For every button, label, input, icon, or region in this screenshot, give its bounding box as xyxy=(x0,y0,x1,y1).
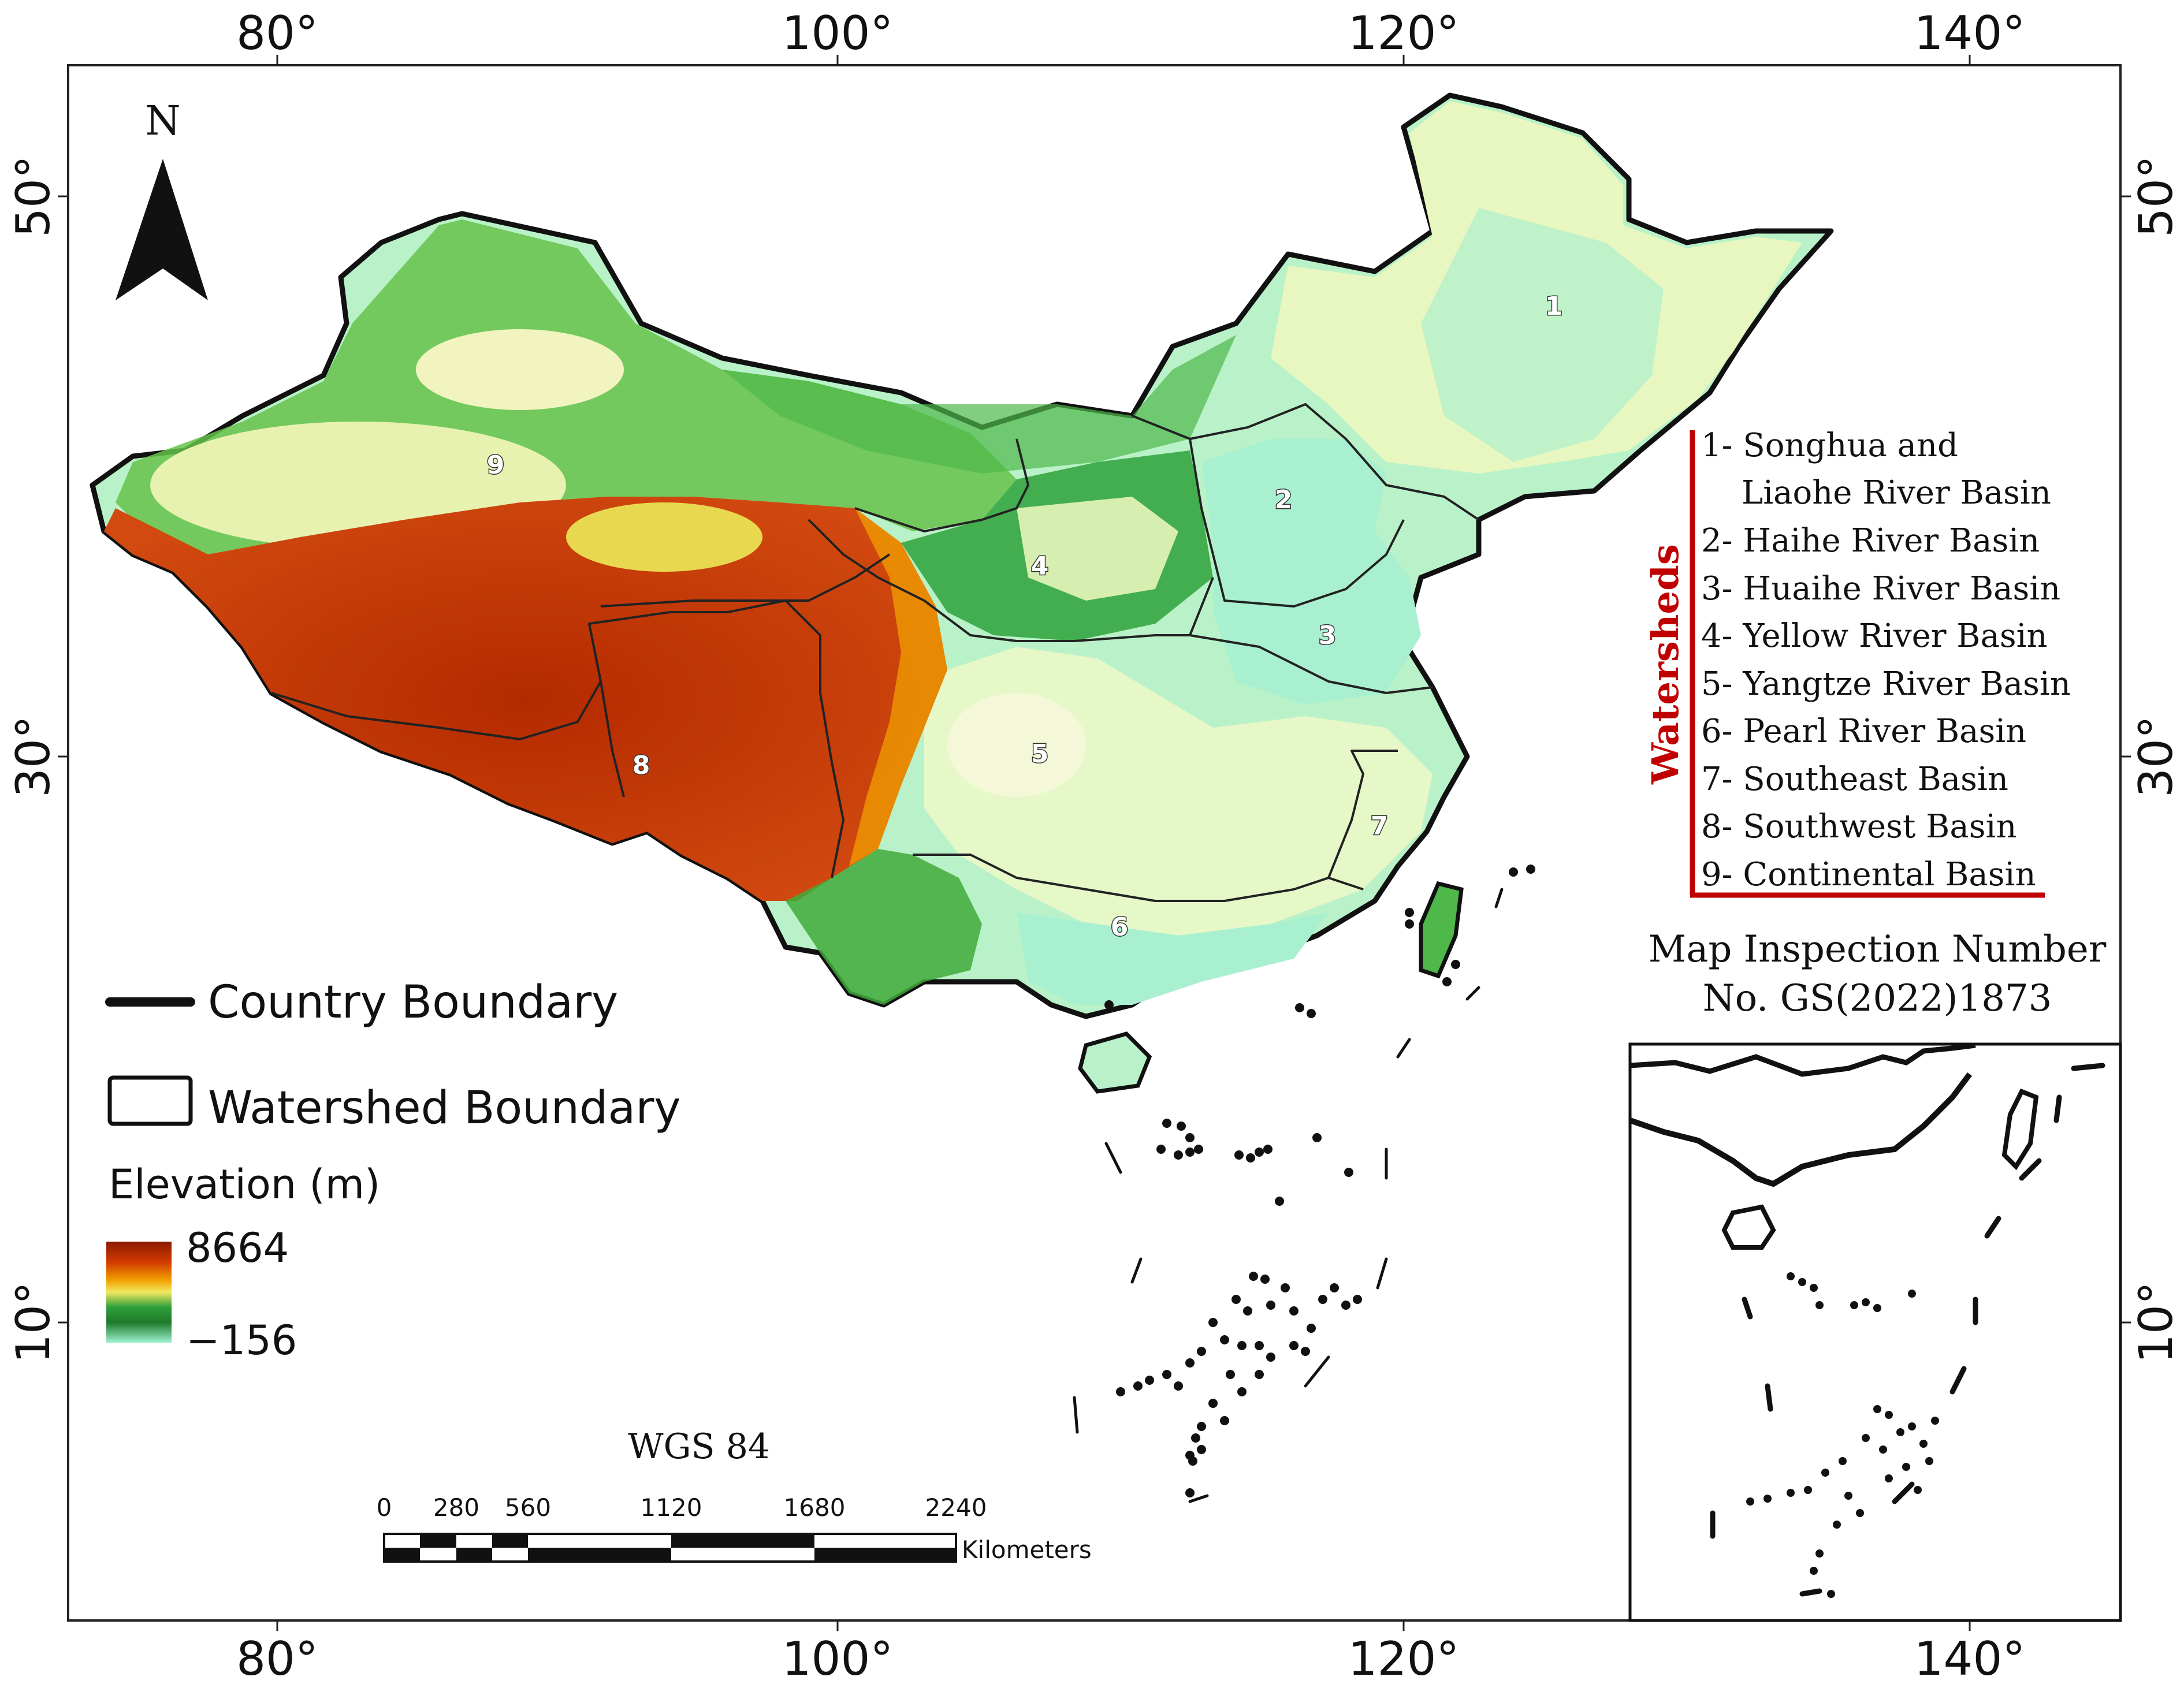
watershed-item-1a: 1- Songhua and xyxy=(1701,427,1958,464)
boundary-southeast xyxy=(1327,750,1398,878)
legend-watershed-boundary: Watershed Boundary xyxy=(208,1082,681,1134)
basin-number-8: 8 xyxy=(632,751,650,780)
lon-label-bottom-140: 140° xyxy=(1914,1632,2026,1684)
north-arrow-icon xyxy=(116,159,208,300)
scale-tick-2240: 2240 xyxy=(925,1493,987,1522)
watershed-item-3: 3- Huaihe River Basin xyxy=(1701,570,2060,608)
scale-tick-560: 560 xyxy=(505,1493,551,1522)
basin-number-3: 3 xyxy=(1319,621,1337,650)
boundary-huaihe xyxy=(1189,577,1433,694)
watershed-item-1b: Liaohe River Basin xyxy=(1742,474,2051,512)
taiwan-island xyxy=(1419,881,1464,979)
hainan-island xyxy=(1078,1031,1152,1094)
sichuan-basin xyxy=(947,693,1086,797)
scale-tick-1680: 1680 xyxy=(784,1493,846,1522)
boundary-southwest xyxy=(271,599,844,878)
dzungaria-basin xyxy=(416,329,624,410)
inset-island-dots xyxy=(1746,1272,1939,1598)
legend-elevation-min: −156 xyxy=(186,1317,297,1364)
scale-tick-280: 280 xyxy=(433,1493,479,1522)
lon-label-bottom-100: 100° xyxy=(782,1632,894,1684)
lon-label-bottom-120: 120° xyxy=(1348,1632,1460,1684)
inspection-line-1: Map Inspection Number xyxy=(1649,928,2107,971)
basin-number-9: 9 xyxy=(487,450,505,480)
watershed-boundary-swatch xyxy=(107,1075,193,1126)
inset-frame xyxy=(1628,1042,2122,1622)
lon-label-top-100: 100° xyxy=(782,6,894,60)
basin-number-6: 6 xyxy=(1111,912,1129,942)
projection-label: WGS 84 xyxy=(628,1426,770,1467)
legend-elevation-title: Elevation (m) xyxy=(109,1161,380,1208)
tibetan-plateau xyxy=(104,497,947,901)
elevation-color-ramp xyxy=(106,1242,172,1343)
inset-coast-north xyxy=(1629,1042,1976,1077)
basin-number-1: 1 xyxy=(1545,292,1563,321)
plateau-edge xyxy=(849,508,947,866)
legend-country-boundary: Country Boundary xyxy=(208,977,618,1029)
inset-hainan xyxy=(1721,1204,1776,1250)
lat-label-right-10: 10° xyxy=(2129,1281,2183,1363)
lat-label-left-30: 30° xyxy=(6,716,60,798)
china-landmass xyxy=(90,92,1834,1094)
loess-light xyxy=(1017,497,1178,601)
south-china-sea-inset xyxy=(1628,1042,2122,1622)
scale-bar: 0 280 560 1120 1680 2240 Kilometers xyxy=(377,1493,1092,1564)
watersheds-legend: Watersheds 1- Songhua and Liaohe River B… xyxy=(1644,427,2071,898)
watershed-item-7: 7- Southeast Basin xyxy=(1701,761,2008,798)
basin-number-7: 7 xyxy=(1371,811,1389,841)
boundary-yangtze-pearl xyxy=(913,854,1364,902)
inset-taiwan xyxy=(2001,1088,2039,1171)
lon-label-top-140: 140° xyxy=(1914,6,2026,60)
legend-elevation-max: 8664 xyxy=(186,1224,289,1272)
yunnan-terrain xyxy=(786,849,982,1005)
watershed-item-9: 9- Continental Basin xyxy=(1701,856,2036,893)
watershed-item-6: 6- Pearl River Basin xyxy=(1701,713,2026,750)
inset-coast-south xyxy=(1629,1072,1972,1187)
scale-tick-0: 0 xyxy=(377,1493,392,1522)
lat-label-left-50: 50° xyxy=(6,155,60,237)
scale-tick-1120: 1120 xyxy=(641,1493,702,1522)
south-china-sea-features xyxy=(1073,865,1535,1503)
island-dots xyxy=(1104,865,1535,1497)
watershed-item-5: 5- Yangtze River Basin xyxy=(1701,665,2071,703)
watershed-boundaries xyxy=(271,403,1480,902)
northeast-plain xyxy=(1421,208,1664,462)
boundary-yellow-river xyxy=(808,519,1190,642)
watershed-item-2: 2- Haihe River Basin xyxy=(1701,522,2040,560)
lon-label-top-80: 80° xyxy=(236,6,318,60)
lon-label-top-120: 120° xyxy=(1348,6,1460,60)
inner-mongolia-terrain xyxy=(722,335,1236,474)
scale-unit: Kilometers xyxy=(962,1536,1092,1564)
lat-label-right-50: 50° xyxy=(2129,155,2183,237)
watersheds-title: Watersheds xyxy=(1644,544,1687,785)
north-china-plain xyxy=(1201,439,1421,705)
watershed-item-8: 8- Southwest Basin xyxy=(1701,808,2016,845)
inspection-line-2: No. GS(2022)1873 xyxy=(1703,977,2052,1020)
lat-label-left-10: 10° xyxy=(6,1281,60,1363)
qaidam-basin xyxy=(566,502,762,572)
nine-dash-line xyxy=(1073,888,1504,1503)
lat-label-right-30: 30° xyxy=(2129,716,2183,798)
north-label: N xyxy=(145,97,180,144)
inset-dash-line xyxy=(1710,1063,2105,1597)
basin-number-5: 5 xyxy=(1031,739,1049,769)
boundary-songhua-liaohe xyxy=(1132,403,1480,521)
basin-number-2: 2 xyxy=(1275,485,1293,515)
pearl-river-lowland xyxy=(1017,912,1329,1005)
basin-number-4: 4 xyxy=(1031,552,1049,581)
lon-label-bottom-80: 80° xyxy=(236,1632,318,1684)
boundary-haihe xyxy=(1189,438,1405,608)
watershed-item-4: 4- Yellow River Basin xyxy=(1701,617,2048,655)
frame-ticks xyxy=(58,55,2131,1631)
